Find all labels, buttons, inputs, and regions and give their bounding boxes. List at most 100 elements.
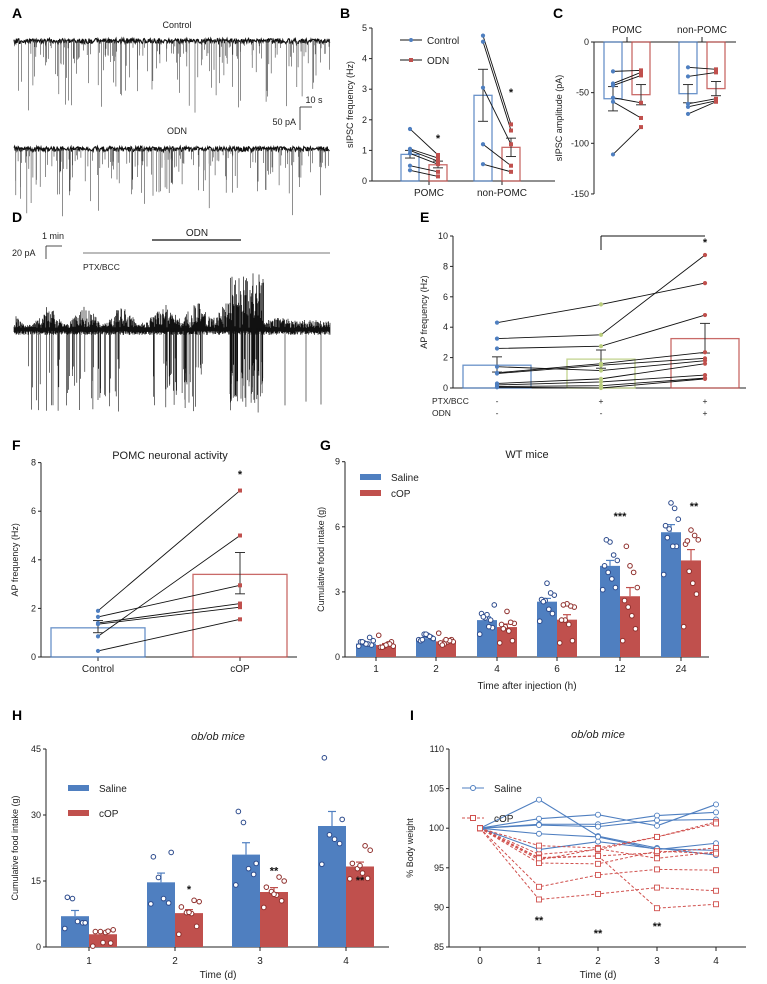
x-tick-label: 3 bbox=[257, 956, 263, 967]
condition-sign: - bbox=[496, 408, 499, 418]
data-point bbox=[612, 584, 619, 591]
data-point bbox=[509, 163, 513, 168]
data-point bbox=[105, 928, 111, 934]
data-point bbox=[336, 840, 343, 847]
data-point bbox=[436, 156, 440, 161]
data-point bbox=[569, 637, 576, 644]
data-point bbox=[619, 637, 626, 644]
data-point bbox=[150, 854, 157, 860]
data-point bbox=[95, 614, 101, 620]
data-point bbox=[95, 622, 101, 627]
data-point bbox=[639, 73, 643, 78]
significance-marker: ** bbox=[594, 928, 603, 940]
x-tick-label: POMC bbox=[612, 25, 642, 36]
data-point bbox=[546, 606, 552, 613]
trace-title-control: Control bbox=[162, 20, 191, 30]
data-point bbox=[95, 648, 101, 654]
data-point bbox=[630, 569, 637, 576]
data-point bbox=[654, 866, 660, 873]
data-point bbox=[238, 605, 242, 610]
y-axis-label: AP frequency (Hz) bbox=[10, 523, 20, 596]
data-point bbox=[407, 163, 413, 168]
panel-label-f: F bbox=[12, 437, 21, 453]
paired-line bbox=[612, 97, 642, 104]
data-point bbox=[191, 897, 197, 904]
paired-line bbox=[687, 66, 717, 70]
control-trace-events bbox=[14, 41, 330, 113]
legend-label: cOP bbox=[391, 489, 411, 500]
panel-label-b: B bbox=[340, 5, 350, 21]
data-point bbox=[598, 363, 604, 368]
condition-sign: + bbox=[703, 396, 708, 406]
data-point bbox=[654, 812, 660, 819]
significance-marker: ** bbox=[270, 866, 279, 878]
y-axis-label: sIPSC frequency (Hz) bbox=[345, 61, 355, 148]
paired-line bbox=[482, 143, 512, 167]
data-point bbox=[598, 368, 604, 373]
data-point bbox=[238, 583, 242, 588]
data-point bbox=[443, 636, 449, 643]
significance-marker: * bbox=[703, 237, 708, 249]
y-tick-label: 0 bbox=[584, 37, 589, 47]
paired-line bbox=[409, 149, 439, 162]
data-point bbox=[603, 537, 610, 543]
paired-line bbox=[409, 128, 439, 156]
y-tick-label: 2 bbox=[31, 603, 36, 613]
data-point bbox=[713, 901, 719, 908]
x-tick-label: 24 bbox=[675, 664, 687, 675]
x-tick-label: 1 bbox=[536, 956, 542, 967]
data-point bbox=[370, 637, 377, 644]
data-point bbox=[595, 845, 601, 852]
y-tick-label: 4 bbox=[362, 54, 367, 64]
data-point bbox=[639, 70, 643, 75]
data-point bbox=[480, 85, 486, 90]
paired-line bbox=[97, 603, 241, 624]
data-point bbox=[610, 83, 616, 88]
x-tick-label: non-POMC bbox=[677, 25, 727, 36]
panel-label-g: G bbox=[320, 437, 331, 453]
data-point bbox=[713, 809, 719, 816]
panel-label-i: I bbox=[410, 707, 414, 723]
condition-row-label: ODN bbox=[432, 408, 451, 418]
data-point bbox=[435, 630, 442, 636]
data-point bbox=[193, 923, 200, 930]
y-axis-label: % Body weight bbox=[405, 818, 415, 878]
data-point bbox=[506, 628, 512, 634]
x-tick-label: 4 bbox=[494, 664, 500, 675]
data-point bbox=[639, 125, 643, 130]
data-point bbox=[680, 623, 687, 630]
data-point bbox=[629, 612, 635, 619]
data-point bbox=[494, 346, 500, 351]
legend-marker bbox=[470, 815, 476, 821]
data-point bbox=[685, 111, 691, 117]
data-point bbox=[263, 884, 270, 890]
data-point bbox=[595, 833, 601, 840]
data-point bbox=[407, 151, 413, 156]
data-point bbox=[168, 849, 174, 856]
data-point bbox=[95, 634, 101, 639]
data-point bbox=[160, 895, 167, 902]
data-point bbox=[621, 597, 628, 604]
paired-line bbox=[612, 101, 642, 119]
data-point bbox=[357, 862, 363, 869]
data-point bbox=[496, 640, 503, 646]
data-point bbox=[599, 586, 606, 593]
data-point bbox=[713, 850, 719, 857]
data-point bbox=[278, 898, 285, 904]
data-point bbox=[639, 100, 643, 105]
data-point bbox=[690, 580, 696, 587]
data-point bbox=[64, 894, 71, 901]
x-tick-label: 4 bbox=[343, 956, 349, 967]
data-point bbox=[347, 876, 353, 882]
panel-label-c: C bbox=[553, 5, 563, 21]
data-point bbox=[245, 865, 252, 872]
paired-line bbox=[409, 169, 439, 177]
paired-line bbox=[97, 606, 241, 625]
paired-line bbox=[482, 163, 512, 173]
data-point bbox=[598, 385, 604, 391]
condition-sign: - bbox=[600, 408, 603, 418]
data-point bbox=[684, 538, 691, 544]
data-point bbox=[598, 302, 604, 307]
data-point bbox=[536, 796, 542, 803]
d-trace-events bbox=[28, 328, 322, 413]
